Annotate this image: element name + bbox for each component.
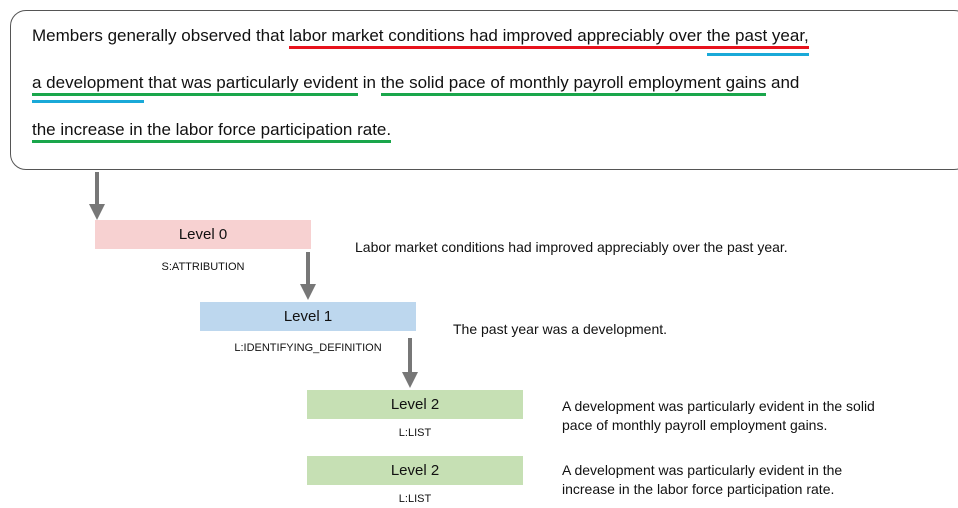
underlined-segment: labor market conditions had improved app…: [289, 26, 809, 56]
segment: the increase in the labor force particip…: [32, 120, 392, 143]
segment: the past year,: [706, 26, 809, 56]
level-box: Level 2: [307, 390, 523, 419]
segment: labor market conditions had improved app…: [289, 26, 707, 45]
sentence-line: a development that was particularly evid…: [32, 73, 800, 103]
level-box: Level 1: [200, 302, 416, 331]
sentence-line: the increase in the labor force particip…: [32, 120, 392, 143]
segment: that was particularly evident: [143, 73, 359, 92]
segment: Members generally observed that: [32, 26, 290, 45]
node-text: Labor market conditions had improved app…: [355, 238, 788, 257]
text-line: pace of monthly payroll employment gains…: [562, 417, 828, 433]
sentence-box: [10, 10, 958, 170]
node-text: A development was particularly evident i…: [562, 461, 842, 499]
node-text: A development was particularly evident i…: [562, 397, 875, 435]
relation: L:LIST: [398, 493, 432, 505]
sentence-line: Members generally observed that labor ma…: [32, 26, 809, 56]
level-box: Level 2: [307, 456, 523, 485]
segment: the solid pace of monthly payroll employ…: [380, 73, 767, 96]
segment: a development: [32, 73, 144, 103]
level-box: Level 0: [95, 220, 311, 249]
text-line: A development was particularly evident i…: [562, 462, 843, 478]
text-line: The past year was a development.: [453, 321, 668, 337]
segment: and: [766, 73, 800, 92]
relation: S:ATTRIBUTION: [161, 261, 245, 273]
text-line: A development was particularly evident i…: [562, 398, 875, 414]
text-line: increase in the labor force participatio…: [562, 481, 835, 497]
relation: L:LIST: [398, 427, 432, 439]
segment: in: [358, 73, 381, 92]
relation: L:IDENTIFYING_DEFINITION: [234, 342, 382, 354]
text-line: Labor market conditions had improved app…: [355, 239, 788, 255]
underlined-segment: a development that was particularly evid…: [32, 73, 359, 103]
node-text: The past year was a development.: [453, 320, 667, 339]
